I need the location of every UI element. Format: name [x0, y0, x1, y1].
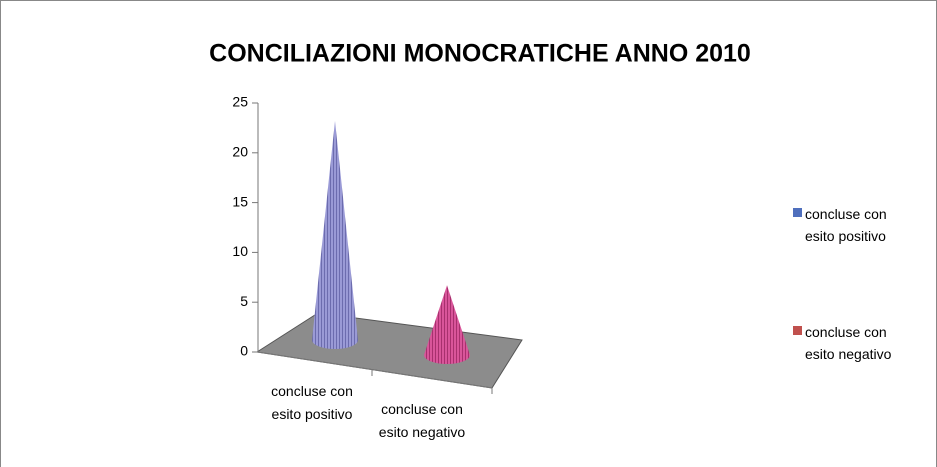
cone [312, 120, 358, 349]
x-axis [256, 351, 493, 389]
y-tick-label: 10 [232, 243, 248, 259]
legend-swatch [793, 208, 802, 217]
legend-swatch [793, 326, 802, 335]
y-tick-label: 20 [232, 144, 248, 160]
cone [424, 285, 470, 364]
floor [255, 312, 523, 389]
legend-label: concluse con esito positivo [805, 206, 887, 244]
x-tick-label: concluse con esito negativo [378, 401, 466, 440]
y-tick-label: 5 [240, 293, 248, 309]
legend-label: concluse con esito negativo [805, 324, 892, 362]
chart-title: CONCILIAZIONI MONOCRATICHE ANNO 2010 [209, 40, 751, 68]
y-tick-label: 15 [232, 193, 248, 209]
x-tick-label: concluse con esito positivo [271, 383, 353, 422]
y-tick-label: 0 [240, 343, 248, 359]
y-tick-label: 25 [232, 94, 248, 110]
